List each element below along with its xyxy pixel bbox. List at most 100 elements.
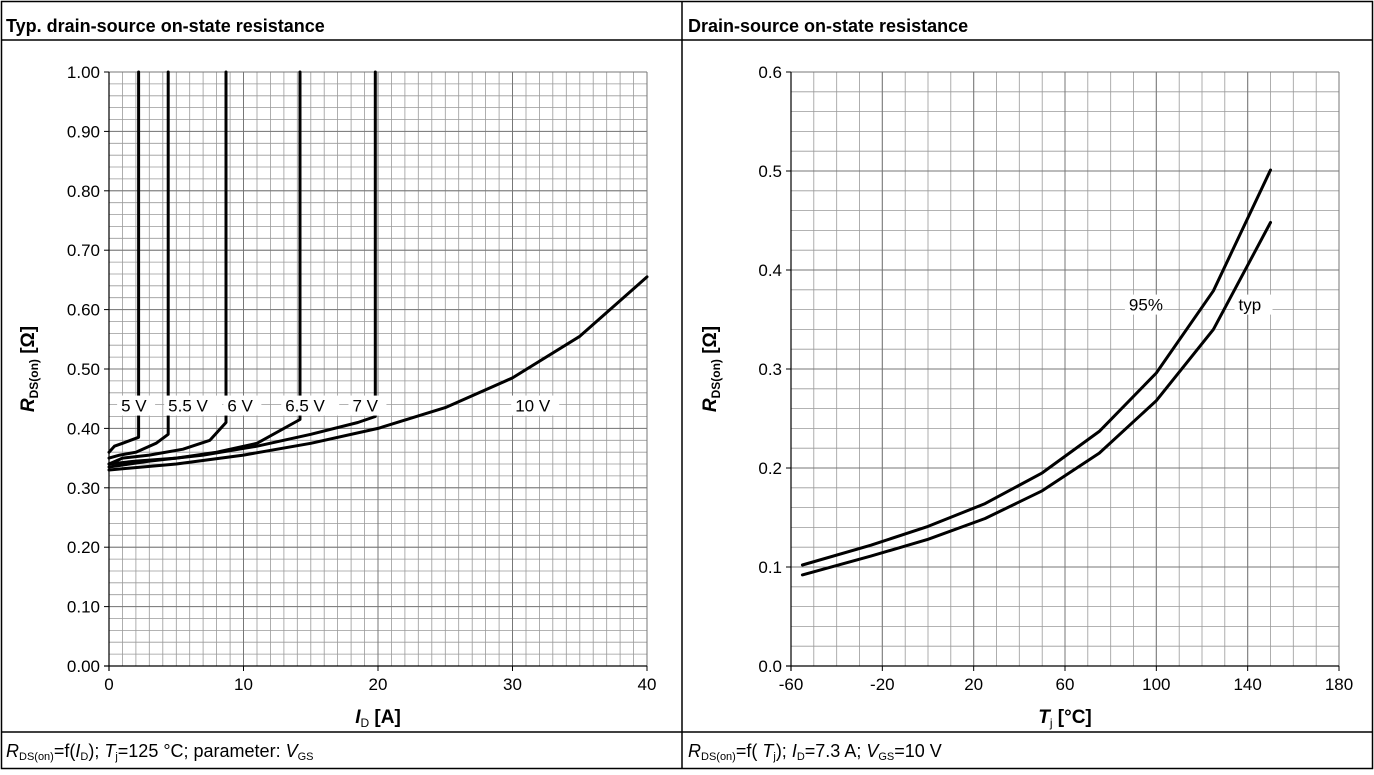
series-label-background	[164, 395, 223, 416]
series-line	[107, 70, 228, 466]
left-panel-caption: RDS(on)=f(ID); Tj=125 °C; parameter: VGS	[6, 741, 314, 763]
series-label-background	[117, 395, 156, 416]
x-tick-label: 100	[1142, 675, 1170, 694]
series-label: 6 V	[227, 397, 253, 416]
series-line	[107, 70, 377, 469]
series-line	[800, 168, 1272, 567]
right-panel-title: Drain-source on-state resistance	[688, 16, 969, 36]
caption-rds-subscript: DS(on)	[701, 751, 736, 763]
y-tick-label: 0.6	[758, 63, 782, 82]
caption-vgs-subscript: GS	[297, 751, 314, 763]
series-label: typ	[1239, 296, 1262, 315]
caption-rds-subscript: DS(on)	[19, 751, 54, 763]
y-tick-label: 0.00	[67, 657, 100, 676]
y-tick-label: 0.0	[758, 657, 782, 676]
caption-tj-subscript: j	[115, 751, 118, 763]
caption-vgs-subscript: GS	[878, 751, 895, 763]
x-axis-unit: [A]	[369, 707, 401, 728]
caption-id-subscript: D	[796, 751, 805, 763]
series-label: 7 V	[352, 397, 378, 416]
x-axis-label: Tj [°C]	[1038, 707, 1092, 730]
y-tick-label: 0.2	[758, 459, 782, 478]
rds-vs-id-chart: 0 10 20 30 40 0.00 0.10 0.20 0.30 0.40 0.50 0.60 0.7…	[18, 63, 656, 730]
series-label-background	[1124, 294, 1163, 315]
caption-id-symbol: I	[75, 741, 81, 761]
caption-text: =7.3 A;	[804, 741, 867, 761]
y-tick-label: 0.10	[67, 598, 100, 617]
series-label-background	[281, 395, 340, 416]
y-tick-label: 0.80	[67, 182, 100, 201]
y-tick-label: 0.90	[67, 122, 100, 141]
caption-id-subscript: D	[80, 751, 89, 763]
x-tick-label: 10	[234, 675, 253, 694]
series-label-background	[348, 395, 387, 416]
x-axis-unit: [°C]	[1053, 707, 1092, 728]
caption-rds-symbol: R	[688, 741, 701, 761]
x-tick-label: 30	[503, 675, 522, 694]
x-axis-symbol: T	[1038, 707, 1051, 728]
x-tick-label: 60	[1056, 675, 1075, 694]
series-line	[107, 275, 649, 472]
right-panel-caption: RDS(on)=f( Tj); ID=7.3 A; VGS=10 V	[688, 741, 942, 763]
x-tick-label: -20	[870, 675, 895, 694]
caption-tj-symbol: T	[762, 741, 774, 761]
x-axis-subscript: D	[360, 716, 369, 730]
x-axis-label: ID [A]	[355, 707, 401, 730]
y-tick-label: 0.5	[758, 162, 782, 181]
caption-tj-symbol: T	[104, 741, 116, 761]
series-label: 6.5 V	[285, 397, 325, 416]
x-axis-subscript: j	[1049, 716, 1053, 730]
caption-text: );	[88, 741, 105, 761]
x-axis-symbol: I	[355, 707, 361, 728]
caption-vgs-symbol: V	[285, 741, 298, 761]
y-tick-label: 1.00	[67, 63, 100, 82]
grid	[108, 71, 648, 667]
grid	[790, 71, 1340, 667]
y-axis-symbol: R	[18, 398, 39, 412]
y-tick-label: 0.40	[67, 419, 100, 438]
y-tick-label: 0.4	[758, 261, 782, 280]
x-tick-label: 180	[1325, 675, 1353, 694]
y-axis-subscript: DS(on)	[709, 359, 723, 398]
y-axis-label: RDS(on) [Ω]	[700, 326, 723, 412]
rds-vs-tj-chart: -60 -20 20 60 100 140 180 0.0 0.1 0.2 0.3 0.4 0.5 0.6…	[700, 63, 1353, 730]
series-label: 5.5 V	[168, 397, 208, 416]
y-axis-subscript: DS(on)	[27, 359, 41, 398]
caption-id-symbol: I	[791, 741, 797, 761]
y-tick-label: 0.20	[67, 538, 100, 557]
y-tick-label: 0.70	[67, 241, 100, 260]
y-axis-unit: [Ω]	[18, 326, 39, 359]
series-label: 95%	[1129, 296, 1163, 315]
x-tick-label: 140	[1233, 675, 1261, 694]
y-tick-label: 0.3	[758, 360, 782, 379]
caption-vgs-symbol: V	[866, 741, 879, 761]
caption-text: );	[775, 741, 792, 761]
x-tick-label: 20	[369, 675, 388, 694]
y-axis-label: RDS(on) [Ω]	[18, 326, 41, 412]
x-tick-label: 40	[638, 675, 657, 694]
y-tick-label: 0.1	[758, 558, 782, 577]
caption-text: =125 °C; parameter:	[117, 741, 286, 761]
caption-text: =f(	[735, 741, 763, 761]
caption-text: =f(	[53, 741, 76, 761]
left-panel-title: Typ. drain-source on-state resistance	[6, 16, 325, 36]
series-label-background	[223, 395, 262, 416]
y-tick-label: 0.30	[67, 479, 100, 498]
series-label: 5 V	[121, 397, 147, 416]
y-tick-label: 0.50	[67, 360, 100, 379]
series-label: 10 V	[515, 397, 551, 416]
caption-tj-subscript: j	[773, 751, 776, 763]
caption-text: =10 V	[894, 741, 942, 761]
series-line	[107, 70, 170, 460]
y-axis-symbol: R	[700, 398, 721, 412]
y-axis-unit: [Ω]	[700, 326, 721, 359]
x-tick-label: 20	[964, 675, 983, 694]
x-tick-label: -60	[779, 675, 804, 694]
caption-rds-symbol: R	[6, 741, 19, 761]
series-line	[800, 221, 1272, 577]
series-label-background	[511, 395, 560, 416]
series-label-background	[1234, 294, 1273, 315]
series-line	[107, 70, 141, 454]
